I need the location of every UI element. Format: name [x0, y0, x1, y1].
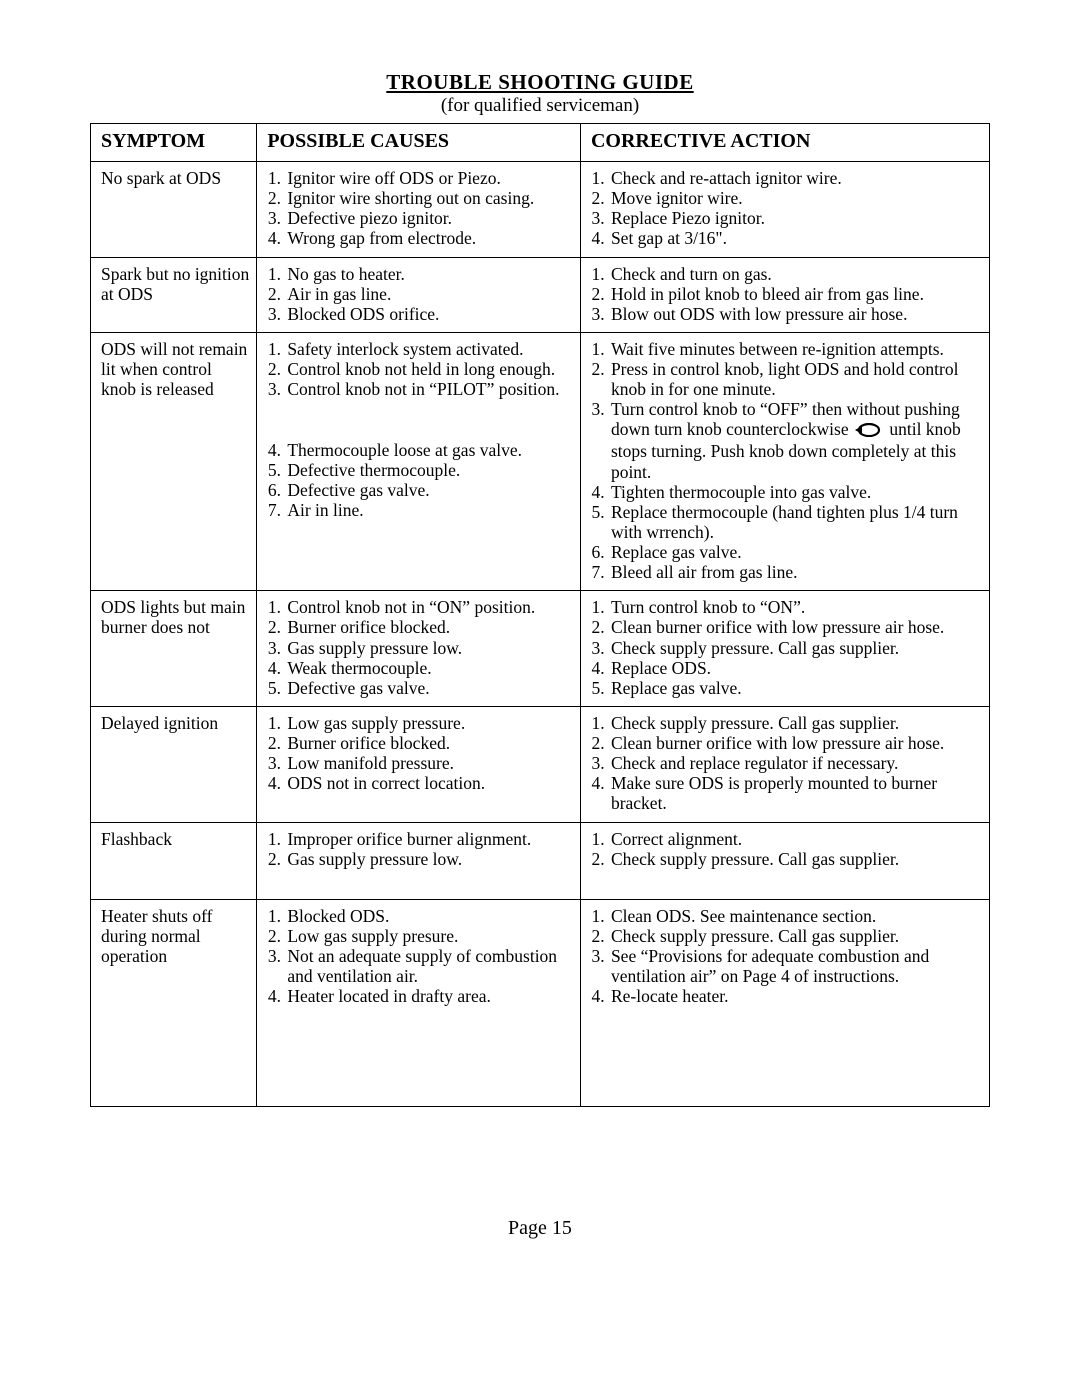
- list-item: Improper orifice burner alignment.: [285, 829, 574, 849]
- actions-cell: Turn control knob to “ON”.Clean burner o…: [580, 591, 989, 707]
- list-item: Gas supply pressure low.: [285, 849, 574, 869]
- table-row: FlashbackImproper orifice burner alignme…: [91, 822, 990, 899]
- actions-cell: Wait five minutes between re-ignition at…: [580, 332, 989, 590]
- actions-cell: Check and turn on gas.Hold in pilot knob…: [580, 257, 989, 332]
- list-item: Hold in pilot knob to bleed air from gas…: [609, 284, 983, 304]
- list-item: Clean burner orifice with low pressure a…: [609, 733, 983, 753]
- symptom-cell: No spark at ODS: [91, 162, 257, 258]
- list-item: Check and re-attach ignitor wire.: [609, 168, 983, 188]
- table-row: Spark but no ignition at ODSNo gas to he…: [91, 257, 990, 332]
- symptom-cell: ODS lights but main burner does not: [91, 591, 257, 707]
- col-causes: POSSIBLE CAUSES: [257, 124, 581, 162]
- list-item: Turn control knob to “OFF” then without …: [609, 399, 983, 481]
- list-item: Set gap at 3/16".: [609, 228, 983, 248]
- table-header-row: SYMPTOM POSSIBLE CAUSES CORRECTIVE ACTIO…: [91, 124, 990, 162]
- actions-cell: Check supply pressure. Call gas supplier…: [580, 706, 989, 822]
- list-item: Clean ODS. See maintenance section.: [609, 906, 983, 926]
- list-item: Air in gas line.: [285, 284, 574, 304]
- list-item: Low gas supply pressure.: [285, 713, 574, 733]
- causes-cell: Low gas supply pressure.Burner orifice b…: [257, 706, 581, 822]
- page-number: Page 15: [90, 1217, 990, 1240]
- causes-cell: Improper orifice burner alignment.Gas su…: [257, 822, 581, 899]
- table-row: ODS will not remain lit when control kno…: [91, 332, 990, 590]
- symptom-cell: ODS will not remain lit when control kno…: [91, 332, 257, 590]
- list-item: Heater located in drafty area.: [285, 986, 574, 1006]
- list-item: Thermocouple loose at gas valve.: [285, 440, 574, 460]
- causes-cell: No gas to heater.Air in gas line.Blocked…: [257, 257, 581, 332]
- symptom-cell: Flashback: [91, 822, 257, 899]
- list-item: Replace gas valve.: [609, 542, 983, 562]
- page-subtitle: (for qualified serviceman): [90, 95, 990, 117]
- list-item: Safety interlock system activated.: [285, 339, 574, 359]
- causes-cell: Blocked ODS.Low gas supply presure.Not a…: [257, 899, 581, 1107]
- causes-cell: Ignitor wire off ODS or Piezo.Ignitor wi…: [257, 162, 581, 258]
- list-item: Control knob not in “ON” position.: [285, 597, 574, 617]
- list-item: Turn control knob to “ON”.: [609, 597, 983, 617]
- list-item: ODS not in correct location.: [285, 773, 574, 793]
- list-item: Low gas supply presure.: [285, 926, 574, 946]
- list-item: Wait five minutes between re-ignition at…: [609, 339, 983, 359]
- actions-cell: Check and re-attach ignitor wire.Move ig…: [580, 162, 989, 258]
- list-item: Replace gas valve.: [609, 678, 983, 698]
- symptom-cell: Spark but no ignition at ODS: [91, 257, 257, 332]
- page-title: TROUBLE SHOOTING GUIDE: [90, 70, 990, 95]
- list-item: Check supply pressure. Call gas supplier…: [609, 926, 983, 946]
- col-action: CORRECTIVE ACTION: [580, 124, 989, 162]
- list-item: Blow out ODS with low pressure air hose.: [609, 304, 983, 324]
- symptom-cell: Delayed ignition: [91, 706, 257, 822]
- list-item: Check supply pressure. Call gas supplier…: [609, 713, 983, 733]
- table-row: Delayed ignitionLow gas supply pressure.…: [91, 706, 990, 822]
- list-item: Burner orifice blocked.: [285, 733, 574, 753]
- list-item: Wrong gap from electrode.: [285, 228, 574, 248]
- list-item: Check supply pressure. Call gas supplier…: [609, 638, 983, 658]
- list-item: Check and turn on gas.: [609, 264, 983, 284]
- table-row: No spark at ODSIgnitor wire off ODS or P…: [91, 162, 990, 258]
- list-item: See “Provisions for adequate combustion …: [609, 946, 983, 986]
- actions-cell: Correct alignment.Check supply pressure.…: [580, 822, 989, 899]
- list-item: Replace ODS.: [609, 658, 983, 678]
- list-item: Ignitor wire off ODS or Piezo.: [285, 168, 574, 188]
- list-item: Defective piezo ignitor.: [285, 208, 574, 228]
- list-item: Defective gas valve.: [285, 480, 574, 500]
- list-item: Defective thermocouple.: [285, 460, 574, 480]
- list-item: Press in control knob, light ODS and hol…: [609, 359, 983, 399]
- list-item: Tighten thermocouple into gas valve.: [609, 482, 983, 502]
- col-symptom: SYMPTOM: [91, 124, 257, 162]
- list-item: Blocked ODS.: [285, 906, 574, 926]
- list-item: No gas to heater.: [285, 264, 574, 284]
- list-item: Make sure ODS is properly mounted to bur…: [609, 773, 983, 813]
- actions-cell: Clean ODS. See maintenance section.Check…: [580, 899, 989, 1107]
- symptom-cell: Heater shuts off during normal operation: [91, 899, 257, 1107]
- list-item: Control knob not in “PILOT” position.: [285, 379, 574, 439]
- list-item: Blocked ODS orifice.: [285, 304, 574, 324]
- list-item: Defective gas valve.: [285, 678, 574, 698]
- list-item: Ignitor wire shorting out on casing.: [285, 188, 574, 208]
- list-item: Replace Piezo ignitor.: [609, 208, 983, 228]
- counterclockwise-arrow-icon: [853, 421, 885, 441]
- list-item: Weak thermocouple.: [285, 658, 574, 678]
- list-item: Control knob not held in long enough.: [285, 359, 574, 379]
- list-item: Check supply pressure. Call gas supplier…: [609, 849, 983, 869]
- troubleshooting-table: SYMPTOM POSSIBLE CAUSES CORRECTIVE ACTIO…: [90, 123, 990, 1107]
- list-item: Check and replace regulator if necessary…: [609, 753, 983, 773]
- causes-cell: Safety interlock system activated.Contro…: [257, 332, 581, 590]
- table-row: ODS lights but main burner does notContr…: [91, 591, 990, 707]
- list-item: Low manifold pressure.: [285, 753, 574, 773]
- list-item: Air in line.: [285, 500, 574, 520]
- list-item: Move ignitor wire.: [609, 188, 983, 208]
- causes-cell: Control knob not in “ON” position.Burner…: [257, 591, 581, 707]
- list-item: Replace thermocouple (hand tighten plus …: [609, 502, 983, 542]
- list-item: Clean burner orifice with low pressure a…: [609, 617, 983, 637]
- table-row: Heater shuts off during normal operation…: [91, 899, 990, 1107]
- list-item: Re-locate heater.: [609, 986, 983, 1006]
- list-item: Burner orifice blocked.: [285, 617, 574, 637]
- list-item: Not an adequate supply of combustion and…: [285, 946, 574, 986]
- list-item: Bleed all air from gas line.: [609, 562, 983, 582]
- list-item: Gas supply pressure low.: [285, 638, 574, 658]
- list-item: Correct alignment.: [609, 829, 983, 849]
